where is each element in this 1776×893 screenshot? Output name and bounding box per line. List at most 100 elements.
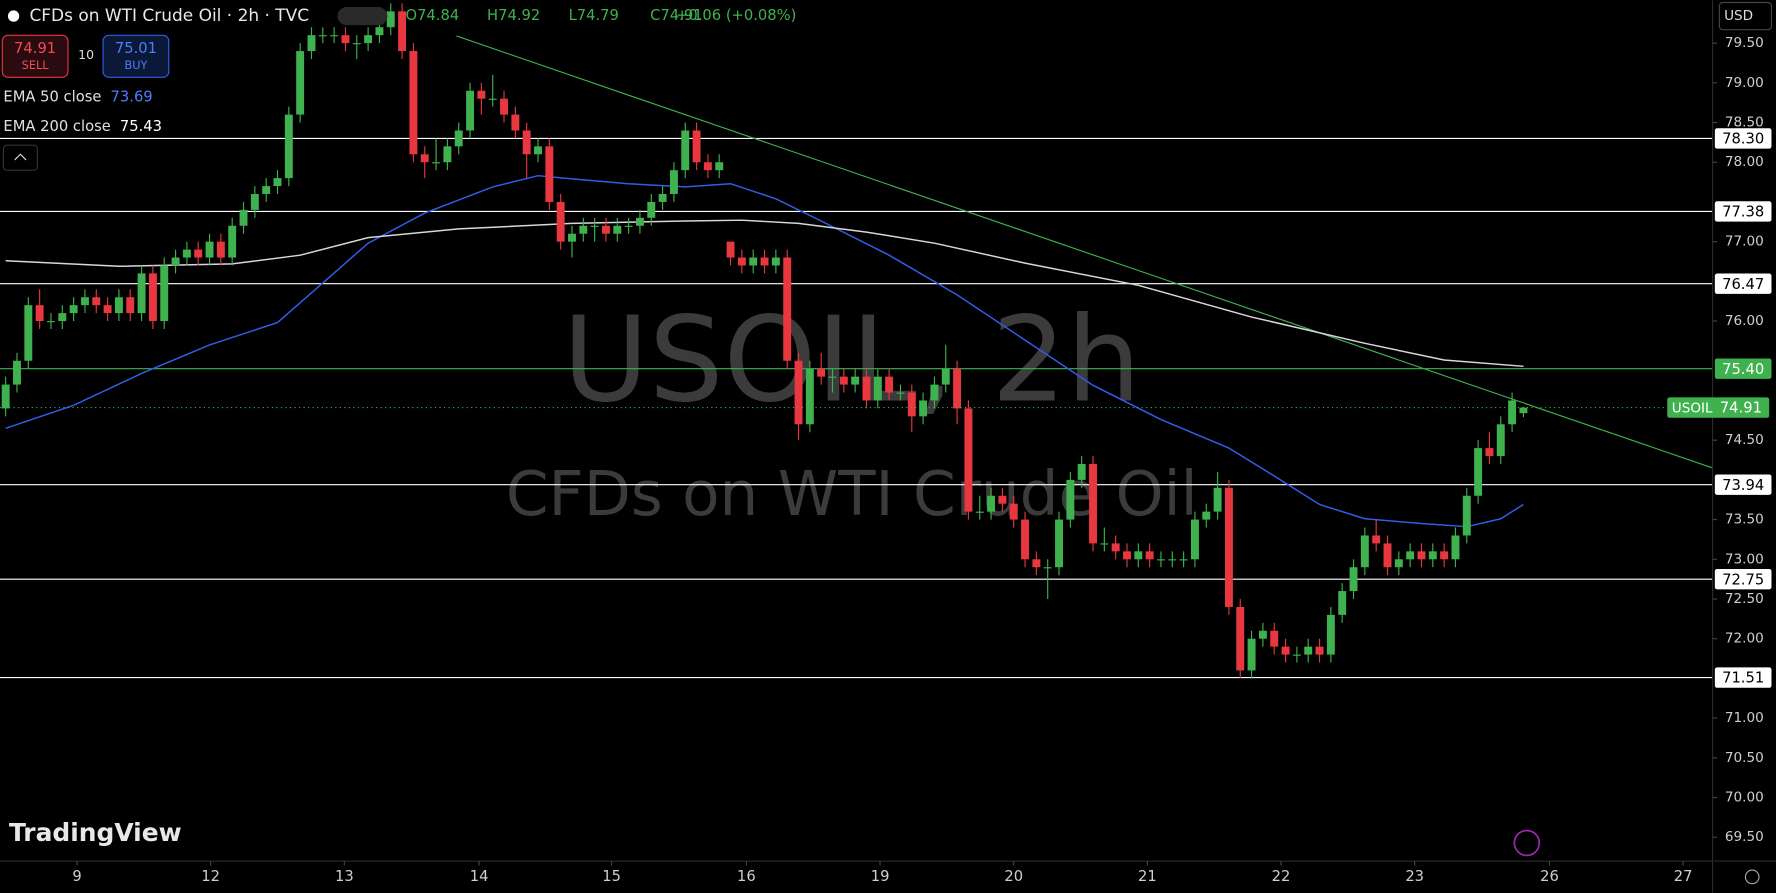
legend-value: 73.69 [111, 89, 153, 106]
candle-body [556, 201, 565, 242]
last-price-name: USOIL [1672, 401, 1713, 417]
level-tag [1714, 667, 1772, 688]
candle-body [386, 11, 395, 28]
candle-body [1519, 407, 1528, 414]
candle-body [1270, 630, 1279, 647]
ohlc-value: O74.84 [405, 7, 459, 24]
settings-icon[interactable] [1744, 869, 1760, 885]
level-tag [1714, 568, 1772, 590]
y-tick-label: 78.00 [1725, 154, 1764, 170]
candle-body [1417, 551, 1426, 560]
level-label: 71.51 [1722, 670, 1764, 687]
sell-button[interactable] [1, 34, 69, 78]
candle-body [851, 376, 860, 385]
candle-body [250, 193, 259, 210]
candle-body [896, 392, 905, 394]
currency-button[interactable] [1718, 1, 1773, 31]
candle-body [839, 376, 848, 385]
candle-body [1145, 551, 1154, 560]
candle-body [1508, 400, 1517, 425]
candle-body [1474, 448, 1483, 496]
x-tick-label: 9 [72, 868, 81, 885]
candle-body [466, 90, 475, 131]
candle-body [318, 35, 327, 37]
candle-body [975, 511, 984, 513]
y-tick-label: 72.50 [1725, 591, 1764, 607]
ohlc-value: L74.79 [569, 7, 619, 24]
trendline [456, 35, 1713, 469]
ohlc-legend: O74.84 H74.92 L74.79 C74.91+0.06 (+0.08%) [405, 7, 796, 24]
candle-body [941, 368, 950, 385]
candle-body [24, 305, 33, 361]
candle-body [1326, 614, 1335, 655]
indicator-toggle[interactable] [337, 7, 388, 26]
x-tick-label: 23 [1405, 868, 1424, 885]
candle-body [647, 201, 656, 218]
candle-body [669, 170, 678, 194]
candle-body [160, 265, 169, 322]
level-label: 76.47 [1722, 276, 1764, 293]
candle-body [103, 305, 112, 314]
candle-body [1451, 535, 1460, 560]
candle-body [817, 368, 826, 377]
candle-body [488, 98, 497, 100]
ema-line [5, 219, 1524, 368]
candle-body [137, 273, 146, 314]
collapse-icon [14, 153, 27, 161]
candle-body [1236, 606, 1245, 671]
candle-body [273, 178, 282, 187]
candle-body [1190, 519, 1199, 560]
candle-body [964, 408, 973, 512]
candle-body [364, 35, 373, 44]
candle-body [635, 217, 644, 226]
candle-body [1055, 519, 1063, 568]
currency: USD [1724, 8, 1753, 24]
candle-body [522, 130, 531, 155]
candle-body [1349, 567, 1358, 592]
y-tick-label: 70.00 [1725, 790, 1764, 806]
level-tag [1714, 201, 1772, 222]
candle-body [602, 225, 610, 234]
candle-body [92, 297, 101, 306]
candle-body [511, 114, 520, 131]
y-tick-label: 74.50 [1725, 432, 1764, 448]
last-price-tag [1667, 397, 1770, 418]
candle-body [885, 376, 894, 393]
candle-body [296, 51, 305, 115]
candle-body [998, 495, 1007, 504]
symbol-icon [7, 10, 20, 22]
legend-name[interactable]: EMA 200 close [3, 118, 110, 135]
candle-body [930, 384, 939, 401]
candle-body [352, 43, 361, 45]
symbol-title[interactable]: CFDs on WTI Crude Oil · 2h · TVC [29, 6, 309, 26]
candle-body [69, 305, 78, 314]
candle-body [1372, 535, 1381, 544]
candle-body [477, 90, 486, 99]
candle-body [1292, 654, 1301, 656]
candle-body [420, 154, 429, 163]
x-tick-label: 21 [1138, 868, 1157, 885]
candle-body [873, 376, 882, 401]
candle-body [1383, 543, 1392, 568]
candle-body [1428, 551, 1437, 560]
legend-name[interactable]: EMA 50 close [3, 89, 101, 106]
collapse-button[interactable] [2, 144, 38, 171]
y-tick-label: 79.00 [1725, 75, 1764, 91]
candle-body [398, 11, 407, 52]
axes: 79.50 79.00 78.50 78.00 77.00 76.00 74.50 73.50… [72, 35, 1772, 885]
candle-body [239, 209, 248, 226]
candle-body [58, 313, 67, 322]
candle-body [1485, 448, 1494, 457]
candle-body [749, 257, 758, 266]
quantity[interactable]: 10 [78, 47, 94, 62]
candle-body [1394, 559, 1403, 568]
y-tick-label: 76.00 [1725, 313, 1764, 329]
candle-body [148, 273, 157, 322]
level-tag [1714, 474, 1772, 495]
candle-body [624, 225, 633, 227]
flash-icon[interactable] [1513, 829, 1541, 857]
logo[interactable]: TradingView [9, 818, 182, 847]
buy-button[interactable] [102, 34, 170, 78]
candle-body [737, 257, 746, 266]
